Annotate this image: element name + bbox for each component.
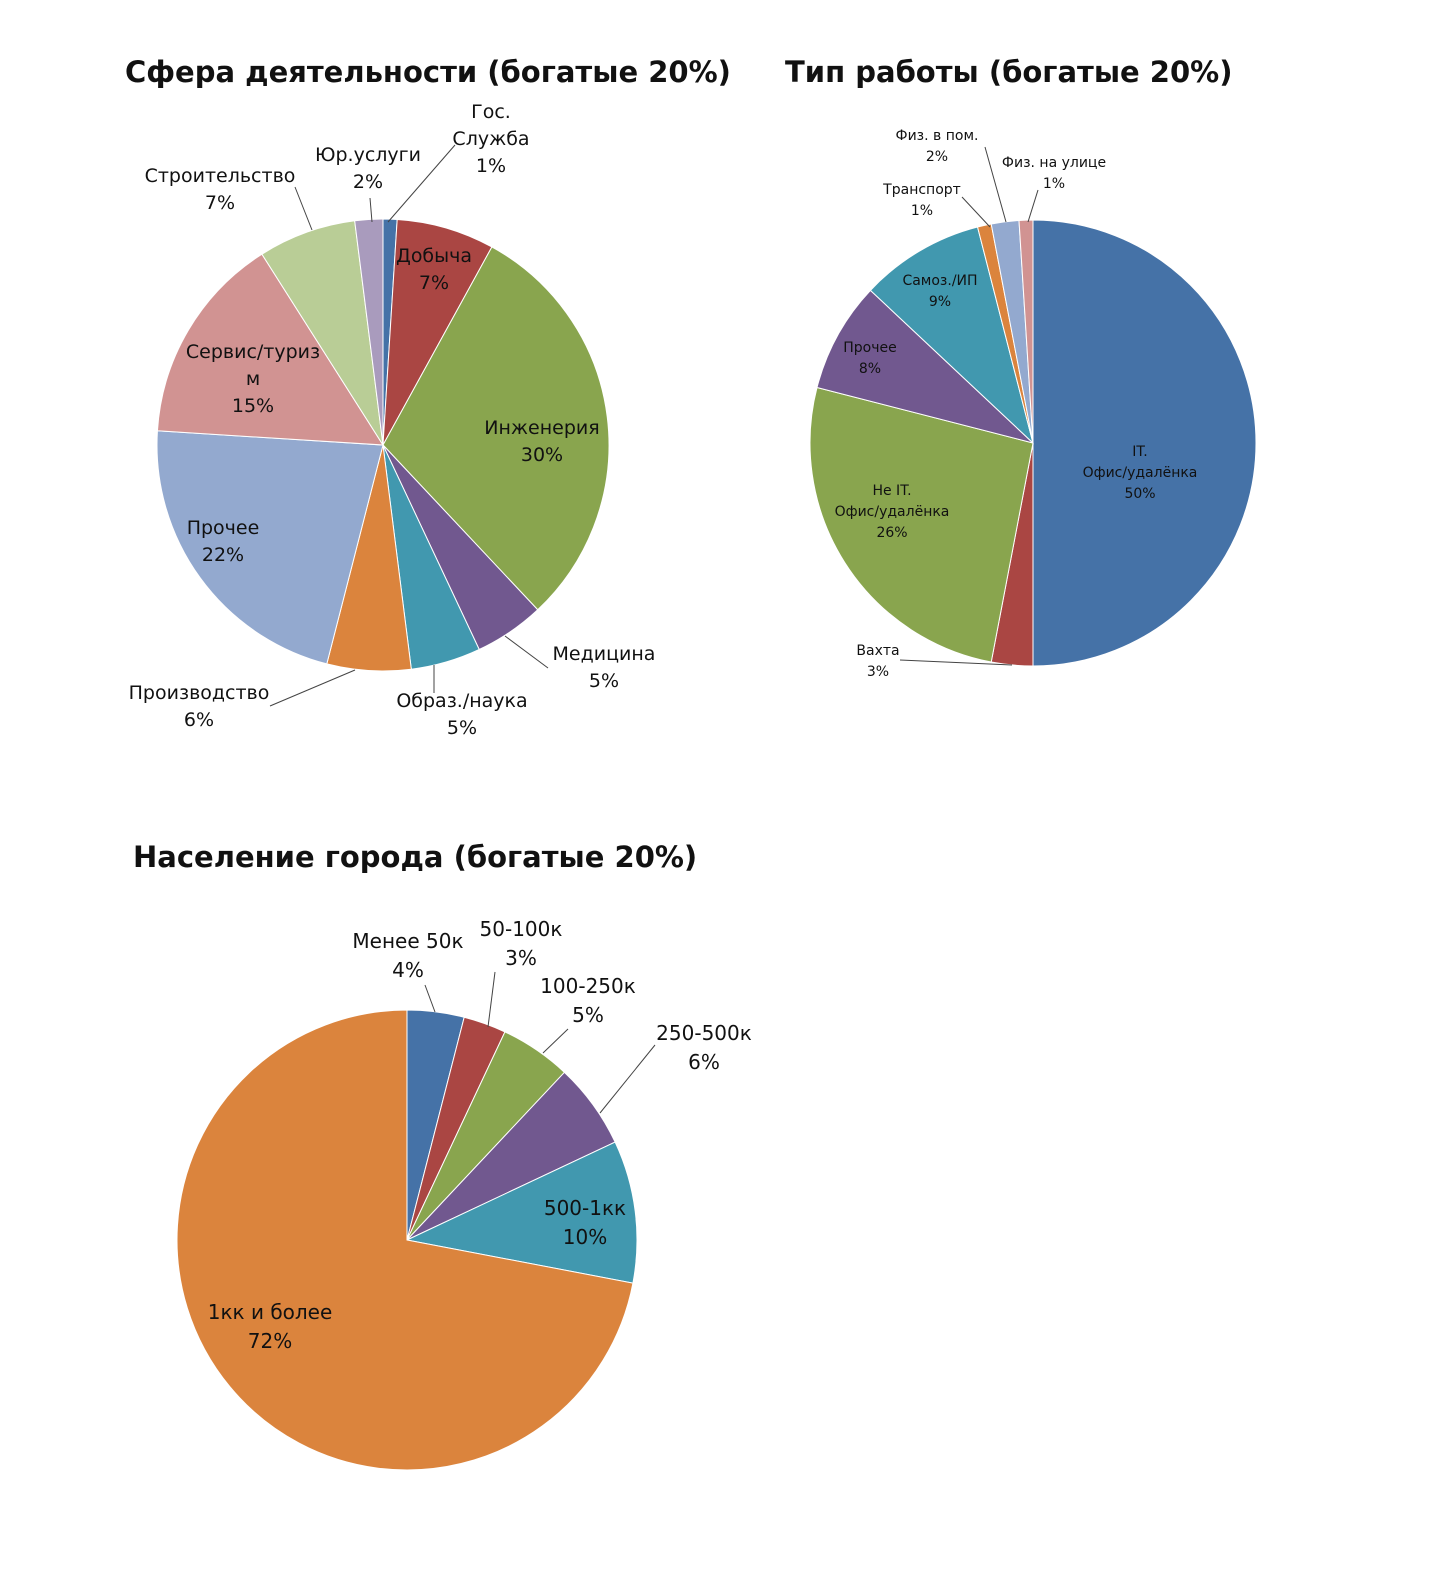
data-label: Юр.услуги 2% — [315, 144, 421, 193]
leader-line — [984, 146, 1007, 223]
chart-title-2: Тип работы (богатые 20%) — [785, 55, 1233, 89]
data-label: Транспорт 1% — [882, 182, 961, 219]
pie-slice — [382, 246, 610, 611]
data-label: IT. Офис/удалёнка 50% — [1083, 444, 1198, 502]
data-label: Прочее 8% — [843, 340, 896, 377]
leader-line — [387, 144, 456, 223]
pie-slice — [809, 386, 1034, 663]
data-label: 100-250к 5% — [540, 974, 636, 1027]
leader-line — [542, 1028, 569, 1054]
pie-slice — [405, 1141, 638, 1284]
leader-line — [599, 1044, 656, 1114]
leader-line — [961, 196, 991, 228]
leader-line — [504, 635, 549, 669]
leader-line — [487, 971, 496, 1028]
pie-slice — [156, 430, 384, 665]
leader-line — [269, 669, 356, 707]
leader-line — [1027, 189, 1039, 223]
pie-slice — [1018, 219, 1034, 444]
leader-line — [369, 197, 373, 223]
pie-slice — [176, 1009, 634, 1471]
data-label: Вахта 3% — [856, 643, 899, 680]
data-label: 1кк и более 72% — [208, 1300, 333, 1353]
pie-slice — [1032, 219, 1257, 667]
data-label: Производство 6% — [129, 682, 270, 731]
data-label: Сервис/туриз м 15% — [186, 341, 320, 417]
data-label: Менее 50к 4% — [352, 929, 463, 982]
data-label: Прочее 22% — [187, 517, 260, 566]
data-label: Инженерия 30% — [484, 417, 599, 466]
data-label: Добыча 7% — [396, 245, 472, 294]
data-label: 50-100к 3% — [480, 917, 563, 970]
data-label: Не IT. Офис/удалёнка 26% — [835, 483, 950, 541]
data-label: 250-500к 6% — [656, 1021, 752, 1074]
pie-slice — [816, 289, 1034, 444]
data-label: Самоз./ИП 9% — [902, 273, 977, 310]
data-label: 500-1кк 10% — [544, 1196, 626, 1249]
data-label: Образ./наука 5% — [396, 690, 527, 739]
data-label: Строительство 7% — [145, 165, 296, 214]
leader-line — [899, 659, 1013, 666]
data-label: Физ. на улице 1% — [1002, 155, 1106, 192]
leader-line — [424, 984, 436, 1013]
data-label: Медицина 5% — [553, 643, 656, 692]
chart-title-3: Население города (богатые 20%) — [133, 840, 698, 874]
leader-line — [294, 186, 313, 231]
data-label: Физ. в пом. 2% — [896, 128, 979, 165]
data-label: Гос. Служба 1% — [452, 101, 529, 177]
pie-slice — [354, 218, 384, 446]
chart-title-1: Сфера деятельности (богатые 20%) — [125, 55, 731, 89]
pie-slice — [156, 253, 384, 446]
pie-slice — [869, 226, 1034, 445]
